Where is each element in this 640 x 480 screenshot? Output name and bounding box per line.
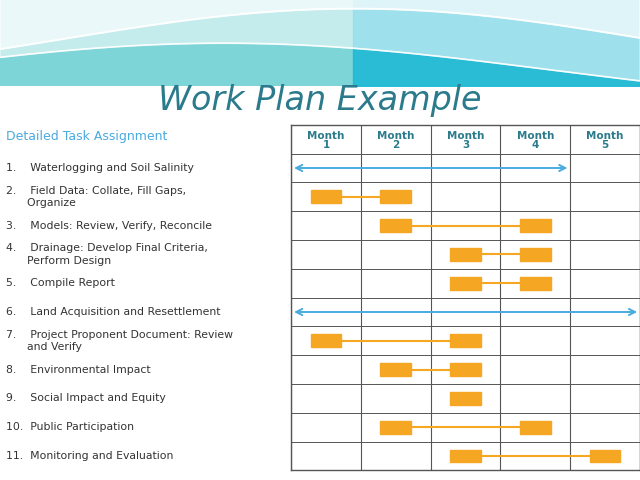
FancyBboxPatch shape xyxy=(520,421,550,433)
Text: Month: Month xyxy=(516,131,554,141)
FancyBboxPatch shape xyxy=(451,277,481,289)
FancyBboxPatch shape xyxy=(520,219,550,232)
Text: 3: 3 xyxy=(462,140,469,150)
Text: 5: 5 xyxy=(602,140,609,150)
FancyBboxPatch shape xyxy=(381,219,411,232)
Text: 10.  Public Participation: 10. Public Participation xyxy=(6,422,134,432)
Text: 7.    Project Proponent Document: Review
      and Verify: 7. Project Proponent Document: Review an… xyxy=(6,330,233,352)
Text: Month: Month xyxy=(447,131,484,141)
FancyBboxPatch shape xyxy=(381,191,411,203)
Text: 2: 2 xyxy=(392,140,399,150)
Text: 1.    Waterlogging and Soil Salinity: 1. Waterlogging and Soil Salinity xyxy=(6,163,194,173)
FancyBboxPatch shape xyxy=(451,335,481,347)
Text: 5.    Compile Report: 5. Compile Report xyxy=(6,278,115,288)
Text: Month: Month xyxy=(377,131,415,141)
Text: 9.    Social Impact and Equity: 9. Social Impact and Equity xyxy=(6,394,166,403)
FancyBboxPatch shape xyxy=(451,450,481,462)
Text: 6.    Land Acquisition and Resettlement: 6. Land Acquisition and Resettlement xyxy=(6,307,220,317)
Text: Month: Month xyxy=(586,131,624,141)
FancyBboxPatch shape xyxy=(311,335,341,347)
Text: 4: 4 xyxy=(532,140,539,150)
Text: 2.    Field Data: Collate, Fill Gaps,
      Organize: 2. Field Data: Collate, Fill Gaps, Organ… xyxy=(6,186,186,208)
Text: Month: Month xyxy=(307,131,345,141)
FancyBboxPatch shape xyxy=(451,363,481,376)
Text: 4.    Drainage: Develop Final Criteria,
      Perform Design: 4. Drainage: Develop Final Criteria, Per… xyxy=(6,243,208,265)
Text: Work Plan Example: Work Plan Example xyxy=(158,84,482,117)
FancyBboxPatch shape xyxy=(520,248,550,261)
FancyBboxPatch shape xyxy=(520,277,550,289)
FancyBboxPatch shape xyxy=(590,450,620,462)
FancyBboxPatch shape xyxy=(451,248,481,261)
FancyBboxPatch shape xyxy=(381,363,411,376)
Text: 3.    Models: Review, Verify, Reconcile: 3. Models: Review, Verify, Reconcile xyxy=(6,221,212,230)
Text: 1: 1 xyxy=(323,140,330,150)
FancyBboxPatch shape xyxy=(451,392,481,405)
Text: 8.    Environmental Impact: 8. Environmental Impact xyxy=(6,365,150,374)
Text: 11.  Monitoring and Evaluation: 11. Monitoring and Evaluation xyxy=(6,451,173,461)
FancyBboxPatch shape xyxy=(381,421,411,433)
FancyBboxPatch shape xyxy=(311,191,341,203)
Text: Detailed Task Assignment: Detailed Task Assignment xyxy=(6,130,167,143)
